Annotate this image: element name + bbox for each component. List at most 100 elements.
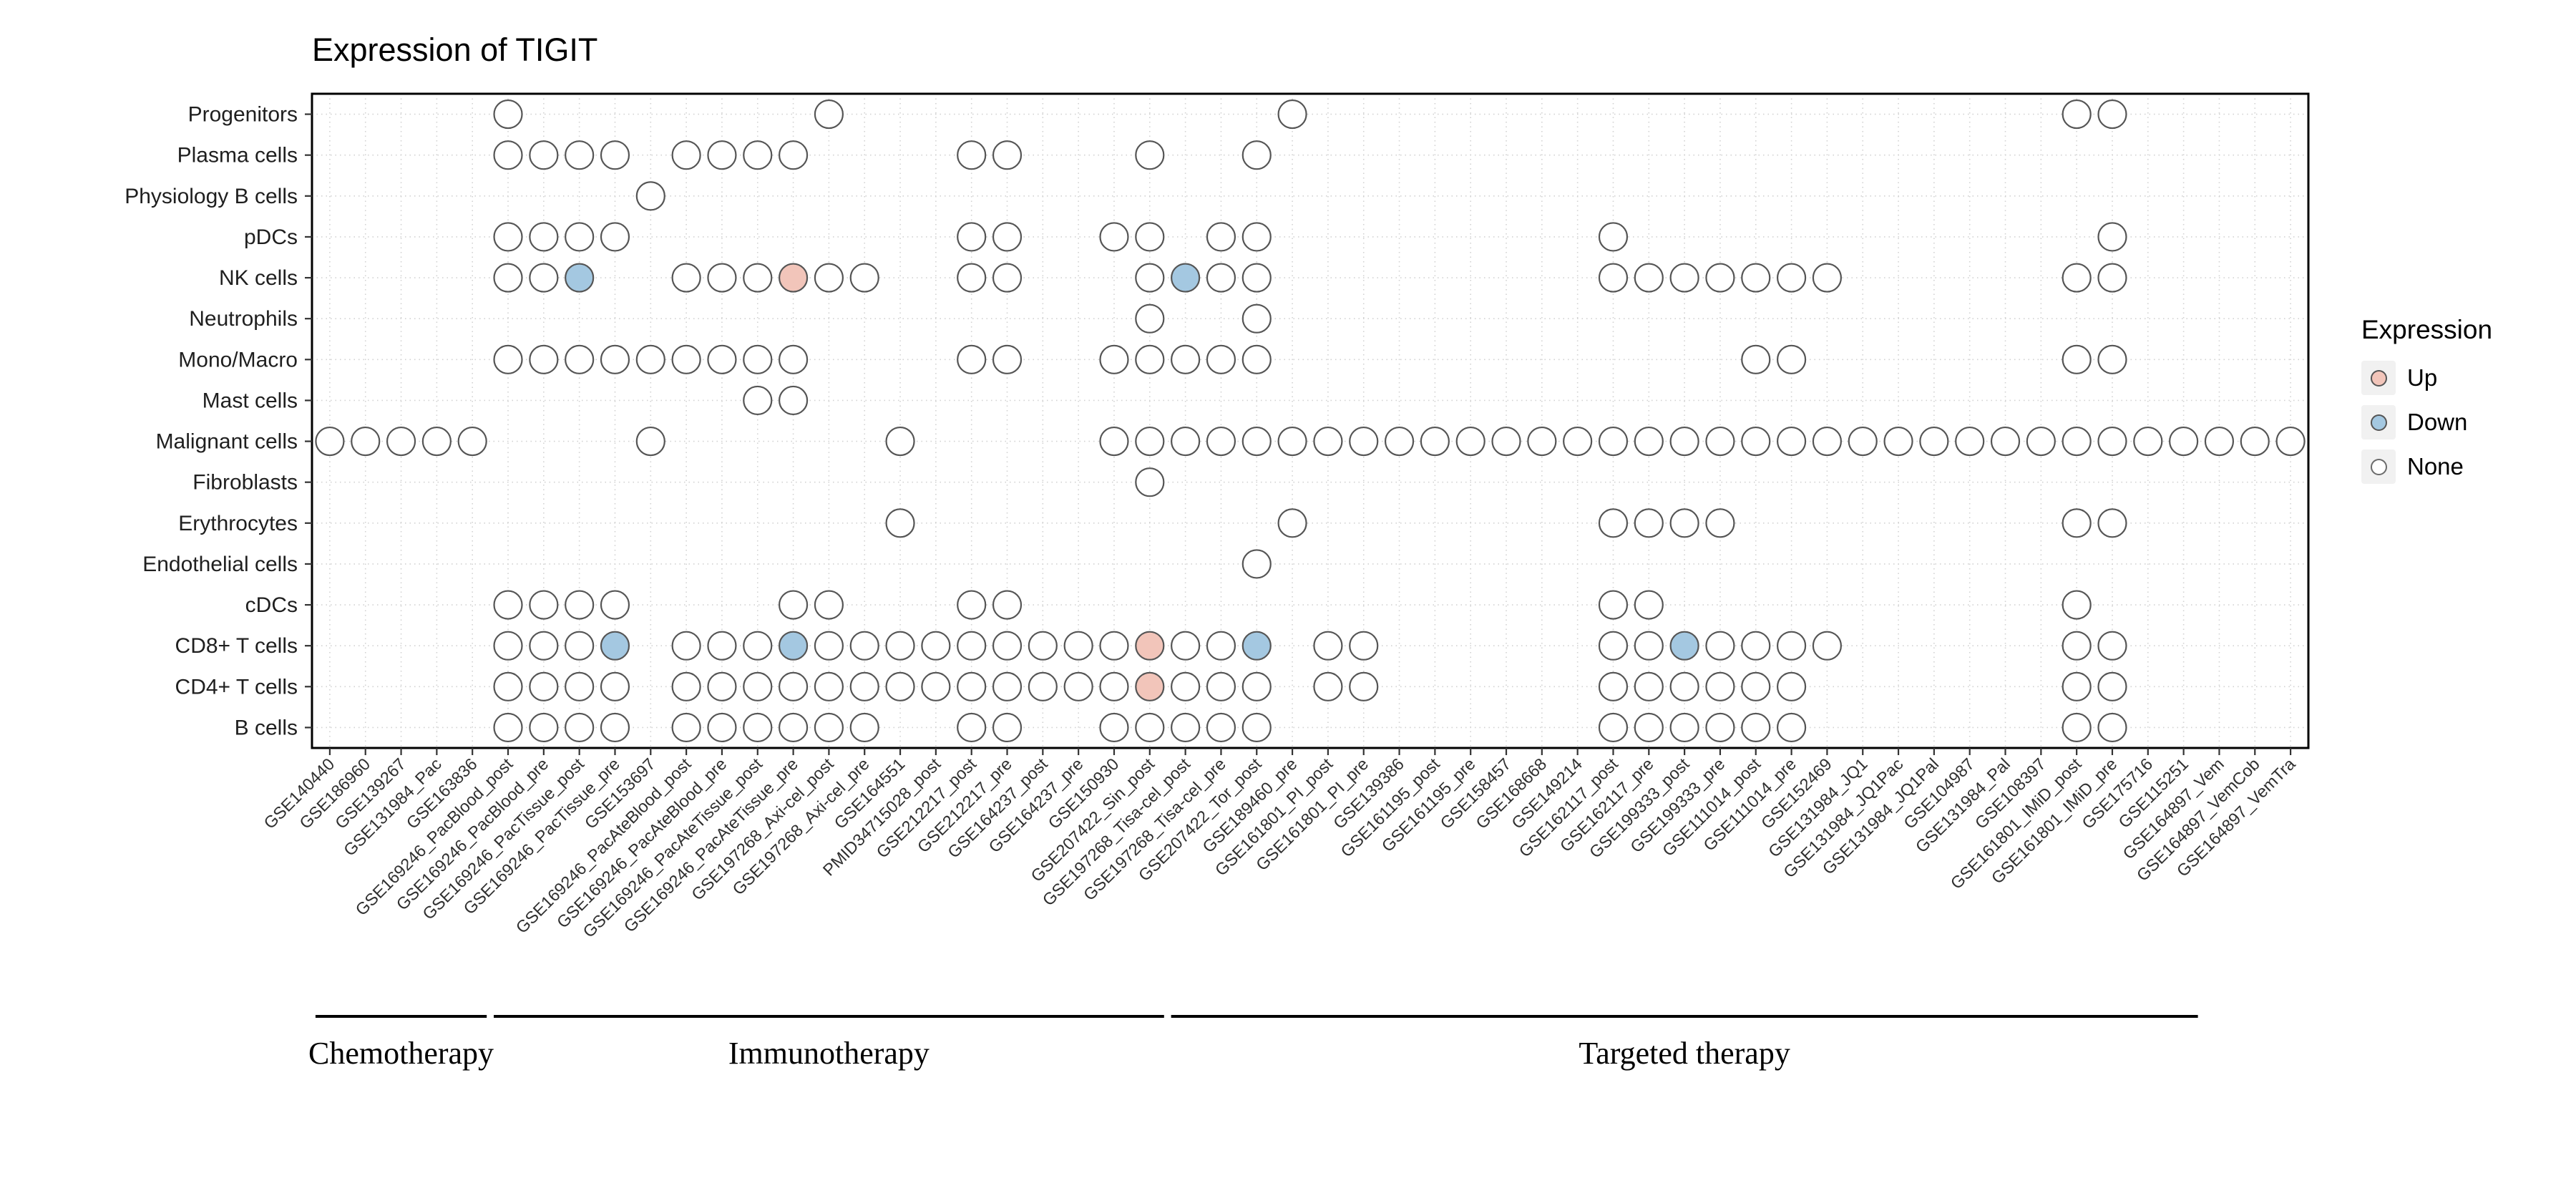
- dot-none: [814, 712, 844, 743]
- dot-none: [1241, 344, 1272, 374]
- dot-none: [671, 631, 701, 661]
- dot-none: [565, 222, 595, 252]
- dot-none: [565, 344, 595, 374]
- plot-border: [311, 92, 2310, 749]
- dot-up: [1135, 631, 1165, 661]
- therapy-group-label: Chemotherapy: [308, 1036, 494, 1071]
- dot-none: [778, 344, 809, 374]
- dot-none: [957, 140, 987, 170]
- dot-none: [743, 712, 773, 743]
- dot-none: [1669, 671, 1699, 701]
- dot-none: [493, 344, 523, 374]
- dots: [315, 99, 2306, 743]
- dot-none: [565, 590, 595, 620]
- dot-none: [1241, 426, 1272, 457]
- dot-none: [1313, 631, 1343, 661]
- legend-swatch-none: [2370, 458, 2387, 475]
- dot-none: [1776, 631, 1807, 661]
- dot-none: [1812, 263, 1843, 293]
- dot-none: [743, 631, 773, 661]
- dot-none: [2062, 263, 2092, 293]
- dot-none: [315, 426, 345, 457]
- dot-none: [2097, 426, 2127, 457]
- dot-none: [1776, 344, 1807, 374]
- dot-none: [743, 140, 773, 170]
- dot-none: [1598, 671, 1629, 701]
- dot-none: [600, 140, 630, 170]
- dot-none: [1598, 712, 1629, 743]
- dot-none: [778, 671, 809, 701]
- dot-none: [1741, 344, 1771, 374]
- dot-none: [885, 631, 915, 661]
- dot-none: [992, 344, 1023, 374]
- dot-none: [992, 140, 1023, 170]
- dot-none: [1634, 590, 1664, 620]
- dot-down: [565, 263, 595, 293]
- dot-none: [707, 140, 737, 170]
- dot-none: [1241, 671, 1272, 701]
- dot-none: [707, 712, 737, 743]
- dot-none: [1776, 712, 1807, 743]
- y-axis-label: NK cells: [219, 266, 298, 290]
- y-axis-label: Neutrophils: [189, 307, 298, 331]
- y-axis-label: Endothelial cells: [142, 553, 298, 576]
- dot-none: [957, 263, 987, 293]
- dot-none: [1206, 426, 1236, 457]
- dot-none: [743, 263, 773, 293]
- dot-up: [778, 263, 809, 293]
- legend-swatch-down: [2370, 414, 2387, 431]
- dot-none: [457, 426, 487, 457]
- dot-none: [1241, 140, 1272, 170]
- dot-none: [1776, 263, 1807, 293]
- dot-none: [2062, 712, 2092, 743]
- dot-none: [778, 140, 809, 170]
- dot-none: [1598, 426, 1629, 457]
- dot-none: [529, 344, 559, 374]
- dot-none: [1563, 426, 1593, 457]
- legend-label-none: None: [2407, 453, 2464, 480]
- dot-none: [1171, 426, 1201, 457]
- dot-none: [671, 712, 701, 743]
- dot-none: [493, 222, 523, 252]
- y-axis-label: Malignant cells: [156, 430, 298, 454]
- dot-none: [1349, 426, 1379, 457]
- dot-none: [1527, 426, 1557, 457]
- dot-none: [2062, 590, 2092, 620]
- dot-none: [1812, 631, 1843, 661]
- dot-none: [1241, 222, 1272, 252]
- dot-none: [1206, 712, 1236, 743]
- dot-none: [1741, 671, 1771, 701]
- dot-down: [1171, 263, 1201, 293]
- dot-up: [1135, 671, 1165, 701]
- dot-none: [1669, 426, 1699, 457]
- dot-none: [1206, 631, 1236, 661]
- legend-item-none: None: [2361, 449, 2492, 484]
- dot-none: [671, 263, 701, 293]
- dot-none: [1063, 631, 1093, 661]
- dot-none: [493, 99, 523, 130]
- dot-none: [1384, 426, 1415, 457]
- y-axis-label: B cells: [235, 716, 298, 739]
- dot-none: [1277, 508, 1307, 538]
- dot-none: [1990, 426, 2021, 457]
- dot-none: [600, 222, 630, 252]
- dot-none: [849, 263, 879, 293]
- dot-none: [1171, 631, 1201, 661]
- dot-none: [1099, 671, 1129, 701]
- dot-none: [529, 263, 559, 293]
- dot-none: [2062, 508, 2092, 538]
- y-axis-label: pDCs: [244, 225, 298, 249]
- dot-none: [1455, 426, 1485, 457]
- dot-none: [1099, 222, 1129, 252]
- legend: Expression Up Down None: [2361, 315, 2492, 494]
- dot-none: [814, 631, 844, 661]
- dot-none: [1848, 426, 1878, 457]
- dot-none: [600, 712, 630, 743]
- dot-none: [1135, 303, 1165, 334]
- dot-none: [849, 712, 879, 743]
- dot-none: [707, 263, 737, 293]
- dot-none: [2026, 426, 2056, 457]
- dot-none: [1598, 222, 1629, 252]
- dot-none: [600, 344, 630, 374]
- therapy-group-label: Targeted therapy: [1579, 1036, 1790, 1071]
